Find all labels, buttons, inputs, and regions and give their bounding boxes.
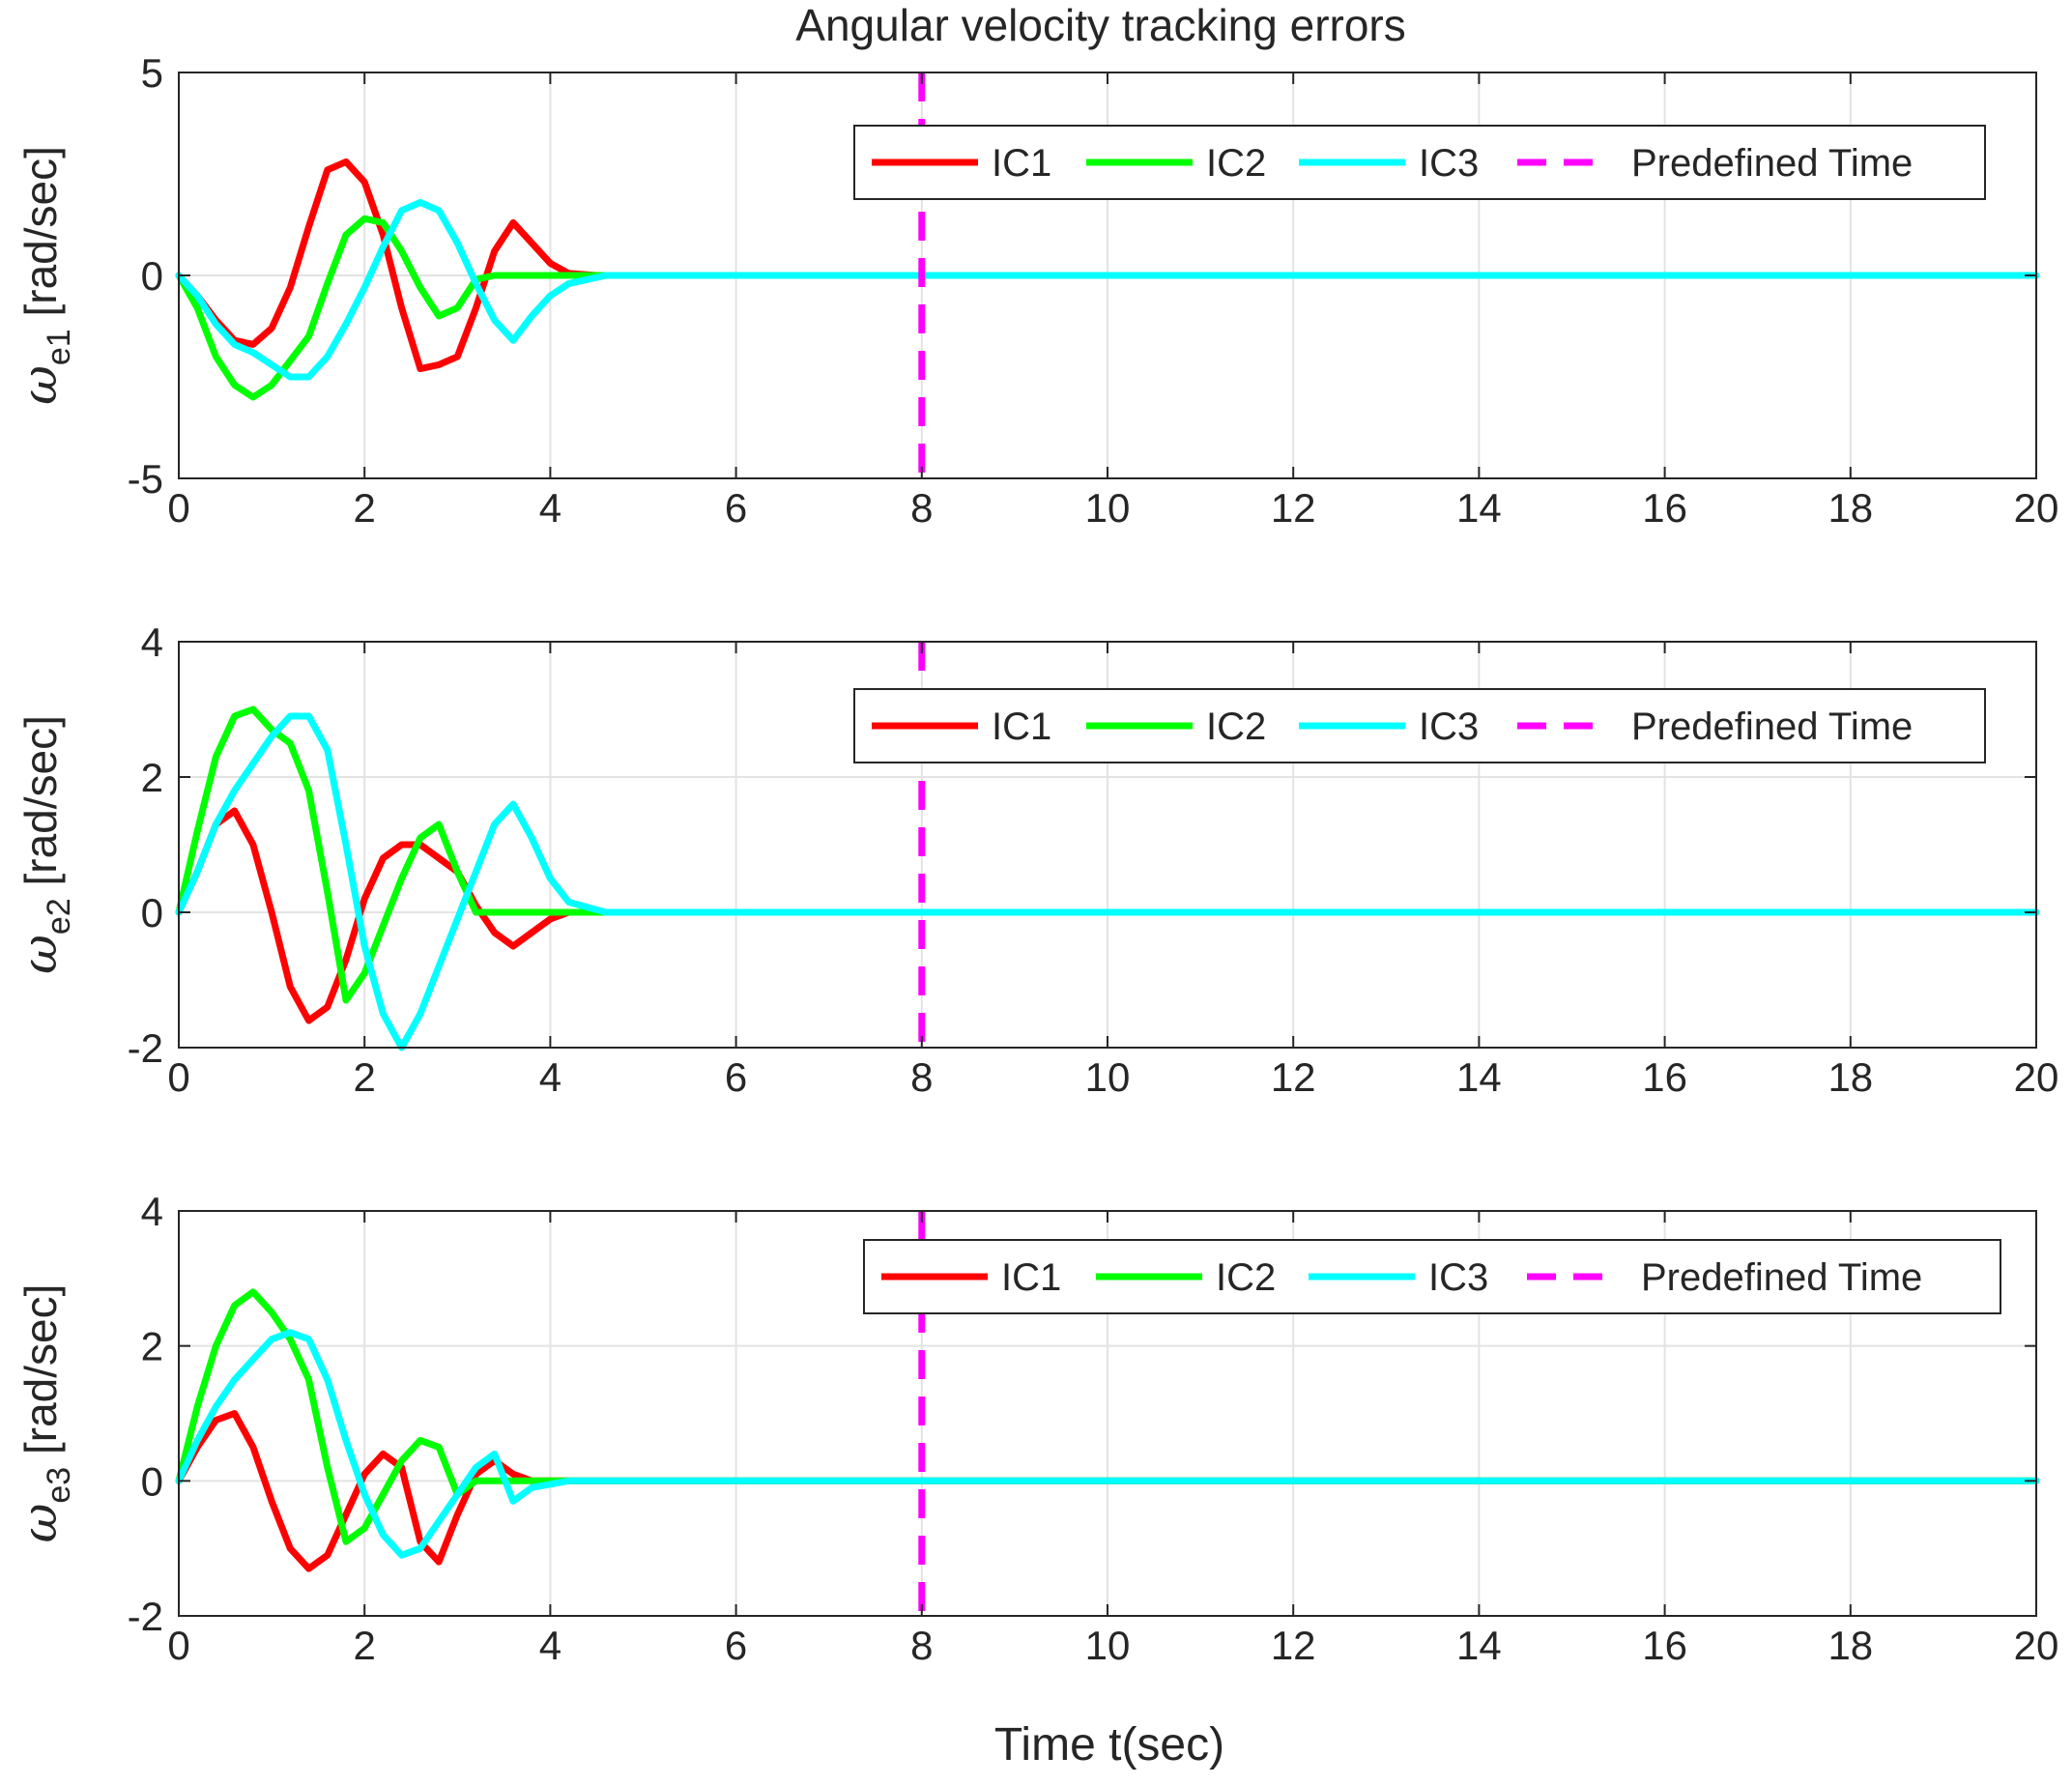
x-tick-label: 18 xyxy=(1827,1623,1873,1668)
y-axis-label-symbol: ω xyxy=(12,935,68,974)
y-axis-label-unit: [rad/sec] xyxy=(15,146,66,329)
x-tick-label: 0 xyxy=(167,485,189,531)
x-tick-label: 6 xyxy=(725,485,747,531)
x-tick-label: 0 xyxy=(167,1054,189,1100)
x-tick-label: 12 xyxy=(1271,485,1316,531)
series-line-ic3 xyxy=(175,198,2040,381)
legend-box xyxy=(853,688,1986,763)
legend-label-ic1: IC1 xyxy=(992,142,1051,185)
legend-label-ic2: IC2 xyxy=(1216,1256,1276,1299)
legend-label-ic2: IC2 xyxy=(1206,142,1266,185)
legend: IC1 IC2 IC3 Predefined Time xyxy=(853,688,1986,763)
x-tick-label: 18 xyxy=(1827,485,1873,531)
y-axis-label: ωe1 [rad/sec] xyxy=(12,146,77,405)
y-axis-label: ωe3 [rad/sec] xyxy=(12,1284,77,1543)
x-tick-label: 6 xyxy=(725,1623,747,1668)
legend-label-ic3: IC3 xyxy=(1428,1256,1488,1299)
x-tick-label: 8 xyxy=(910,485,933,531)
x-tick-label: 20 xyxy=(2014,485,2059,531)
x-tick-label: 6 xyxy=(725,1054,747,1100)
legend: IC1 IC2 IC3 Predefined Time xyxy=(853,125,1986,200)
x-tick-label: 10 xyxy=(1085,1623,1131,1668)
y-axis-label-subscript: e1 xyxy=(41,329,77,365)
legend-label-predefined-time: Predefined Time xyxy=(1631,705,1913,748)
legend-label-ic1: IC1 xyxy=(992,705,1051,748)
y-axis-label-symbol: ω xyxy=(12,1504,68,1543)
series-line-ic1 xyxy=(175,158,2040,373)
y-tick-label: -2 xyxy=(128,1594,163,1639)
series-line-ic3 xyxy=(175,1329,2040,1559)
y-axis-label: ωe2 [rad/sec] xyxy=(12,715,77,974)
x-tick-label: 18 xyxy=(1827,1054,1873,1100)
series-line-ic2 xyxy=(175,1288,2040,1545)
x-axis-label: Time t(sec) xyxy=(994,1719,1224,1771)
x-tick-label: 2 xyxy=(354,1623,376,1668)
x-tick-label: 8 xyxy=(910,1054,933,1100)
series-line-ic1 xyxy=(175,807,2040,1024)
y-tick-label: 2 xyxy=(141,755,163,800)
x-tick-label: 2 xyxy=(354,1054,376,1100)
x-tick-label: 4 xyxy=(539,1623,561,1668)
legend-label-predefined-time: Predefined Time xyxy=(1641,1256,1922,1299)
x-tick-label: 16 xyxy=(1642,1623,1687,1668)
legend-label-ic3: IC3 xyxy=(1419,705,1479,748)
y-tick-label: 0 xyxy=(141,890,163,936)
x-tick-label: 14 xyxy=(1456,1623,1502,1668)
y-axis-label-subscript: e2 xyxy=(41,898,77,935)
figure-title: Angular velocity tracking errors xyxy=(795,0,1405,50)
y-tick-label: 0 xyxy=(141,1458,163,1504)
x-tick-label: 12 xyxy=(1271,1054,1316,1100)
x-tick-label: 10 xyxy=(1085,485,1131,531)
x-tick-label: 8 xyxy=(910,1623,933,1668)
series-line-ic2 xyxy=(175,705,2040,1004)
y-axis-label-symbol: ω xyxy=(12,365,68,405)
legend-label-predefined-time: Predefined Time xyxy=(1631,142,1913,185)
y-axis-label-unit: [rad/sec] xyxy=(15,715,66,898)
series-line-ic1 xyxy=(175,1410,2040,1572)
legend-box xyxy=(853,125,1986,200)
legend-label-ic2: IC2 xyxy=(1206,705,1266,748)
y-axis-label-subscript: e3 xyxy=(41,1467,77,1504)
y-tick-label: -5 xyxy=(128,456,163,502)
x-tick-label: 12 xyxy=(1271,1623,1316,1668)
x-tick-label: 14 xyxy=(1456,485,1502,531)
y-tick-label: 2 xyxy=(141,1324,163,1369)
legend-box xyxy=(863,1239,2001,1314)
y-tick-label: 5 xyxy=(141,50,163,96)
x-tick-label: 4 xyxy=(539,1054,561,1100)
x-tick-label: 16 xyxy=(1642,1054,1687,1100)
y-tick-label: -2 xyxy=(128,1025,163,1071)
x-tick-label: 4 xyxy=(539,485,561,531)
x-tick-label: 10 xyxy=(1085,1054,1131,1100)
x-tick-label: 14 xyxy=(1456,1054,1502,1100)
y-axis-label-unit: [rad/sec] xyxy=(15,1284,66,1467)
x-tick-label: 2 xyxy=(354,485,376,531)
x-tick-label: 20 xyxy=(2014,1054,2059,1100)
y-tick-label: 4 xyxy=(141,1189,163,1234)
x-tick-label: 0 xyxy=(167,1623,189,1668)
legend-label-ic1: IC1 xyxy=(1001,1256,1061,1299)
x-tick-label: 16 xyxy=(1642,485,1687,531)
x-tick-label: 20 xyxy=(2014,1623,2059,1668)
y-tick-label: 0 xyxy=(141,253,163,299)
series-line-ic3 xyxy=(175,712,2040,1051)
y-tick-label: 4 xyxy=(141,619,163,665)
series-line-ic2 xyxy=(175,215,2040,401)
legend: IC1 IC2 IC3 Predefined Time xyxy=(863,1239,2001,1314)
legend-label-ic3: IC3 xyxy=(1419,142,1479,185)
